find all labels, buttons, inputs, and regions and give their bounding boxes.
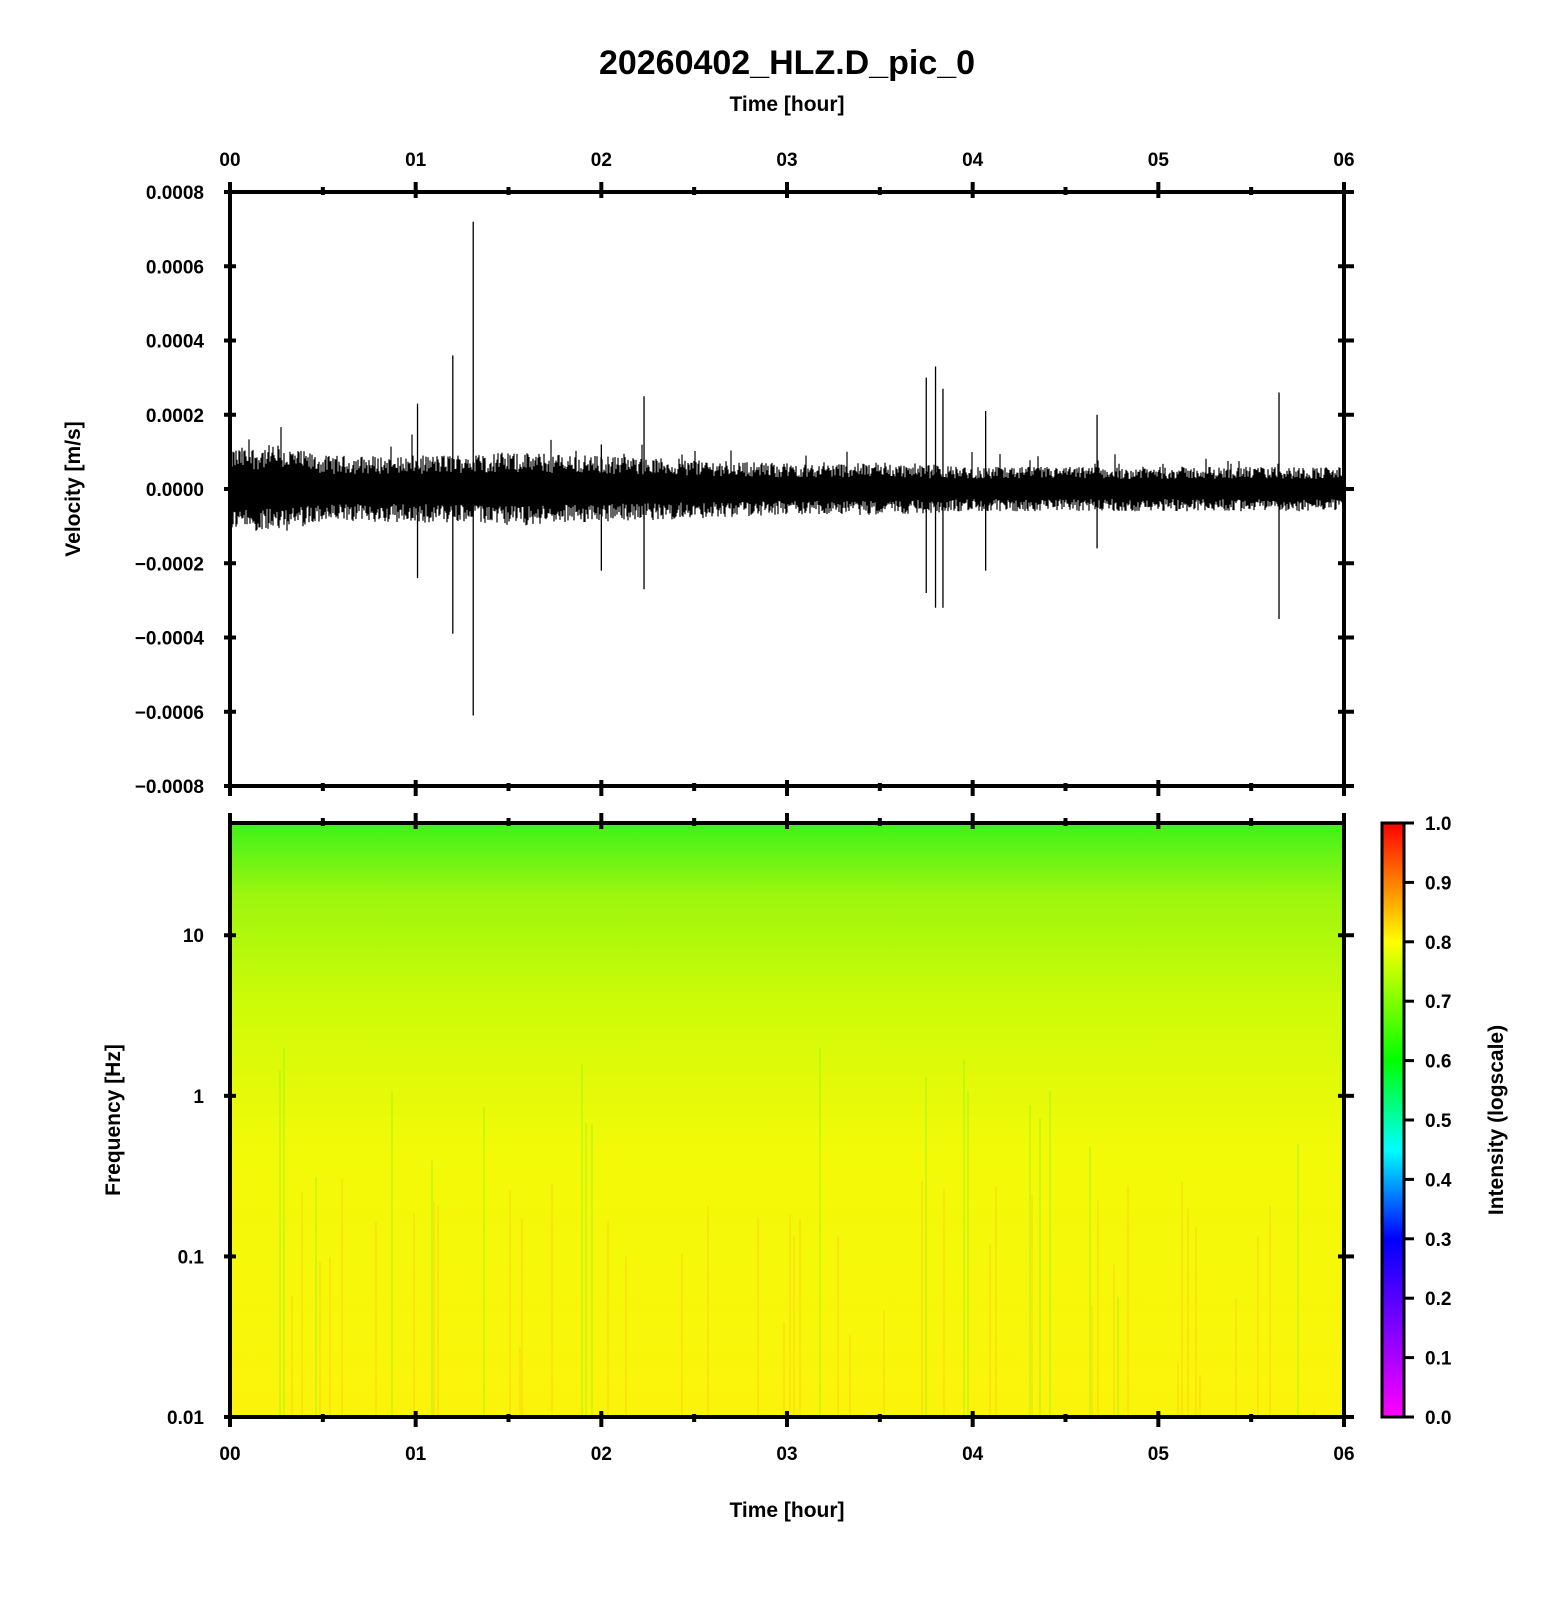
seismogram-trace bbox=[230, 221, 1344, 716]
top-x-tick-label: 03 bbox=[776, 150, 797, 171]
top-x-tick-label: 02 bbox=[591, 150, 612, 171]
spectrogram-heatmap bbox=[230, 823, 1344, 1417]
seismogram-y-tick-label: 0.0000 bbox=[146, 480, 204, 501]
colorbar-tick-label: 0.3 bbox=[1425, 1230, 1451, 1251]
chart-title: 20260402_HLZ.D_pic_0 bbox=[599, 44, 975, 82]
seismogram-y-tick-label: 0.0002 bbox=[146, 406, 204, 427]
spectrogram-y-tick-label: 10 bbox=[183, 926, 204, 947]
bottom-x-tick-label: 02 bbox=[591, 1444, 612, 1465]
seismogram-frame bbox=[228, 190, 1346, 788]
top-x-axis-label: Time [hour] bbox=[729, 93, 844, 116]
spectrogram-y-tick-label: 1 bbox=[193, 1087, 204, 1108]
seismogram-y-tick-label: −0.0008 bbox=[135, 777, 204, 798]
spectrogram-texture bbox=[279, 1047, 1315, 1417]
colorbar-tick-label: 0.5 bbox=[1425, 1111, 1452, 1132]
colorbar-tick-label: 0.0 bbox=[1425, 1408, 1451, 1429]
bottom-x-tick-label: 04 bbox=[962, 1444, 984, 1465]
colorbar bbox=[1380, 821, 1406, 1419]
seismogram-y-tick-label: −0.0006 bbox=[135, 703, 204, 724]
seismogram-y-tick-label: −0.0002 bbox=[135, 554, 204, 575]
bottom-x-tick-label: 05 bbox=[1148, 1444, 1170, 1465]
colorbar-label: Intensity (logscale) bbox=[1485, 1025, 1508, 1215]
bottom-x-axis-label: Time [hour] bbox=[729, 1499, 844, 1522]
seismogram-y-tick-label: 0.0004 bbox=[146, 332, 205, 353]
seismogram-background-noise bbox=[230, 427, 1344, 531]
seismogram-y-axis-label: Velocity [m/s] bbox=[62, 421, 85, 556]
bottom-x-tick-label: 00 bbox=[219, 1444, 240, 1465]
top-x-tick-label: 06 bbox=[1333, 150, 1354, 171]
spectrogram-y-tick-label: 0.01 bbox=[167, 1408, 204, 1429]
top-x-tick-label: 05 bbox=[1148, 150, 1170, 171]
bottom-x-tick-label: 06 bbox=[1333, 1444, 1354, 1465]
colorbar-tick-label: 0.7 bbox=[1425, 992, 1451, 1013]
top-x-tick-label: 01 bbox=[405, 150, 427, 171]
spectrogram-y-axis-label: Frequency [Hz] bbox=[102, 1044, 125, 1196]
colorbar-tick-label: 0.4 bbox=[1425, 1170, 1452, 1191]
colorbar-tick-label: 0.8 bbox=[1425, 933, 1451, 954]
colorbar-tick-label: 0.9 bbox=[1425, 873, 1451, 894]
spectrogram-frame bbox=[228, 821, 1346, 1419]
colorbar-tick-label: 1.0 bbox=[1425, 814, 1451, 835]
bottom-x-tick-label: 03 bbox=[776, 1444, 797, 1465]
spectrogram-y-tick-label: 0.1 bbox=[178, 1247, 205, 1268]
seismogram-y-tick-label: 0.0006 bbox=[146, 257, 204, 278]
bottom-x-tick-label: 01 bbox=[405, 1444, 427, 1465]
colorbar-tick-label: 0.1 bbox=[1425, 1349, 1452, 1370]
colorbar-axis: 0.0 0.1 0.2 0.3 0.4 0.5 0.6 0.7 0.8 0.9 1.0 bbox=[1404, 814, 1452, 1429]
colorbar-tick-label: 0.6 bbox=[1425, 1052, 1451, 1073]
colorbar-tick-label: 0.2 bbox=[1425, 1289, 1451, 1310]
seismogram-y-tick-label: 0.0008 bbox=[146, 183, 204, 204]
top-x-tick-label: 04 bbox=[962, 150, 984, 171]
seismogram-y-tick-label: −0.0004 bbox=[135, 629, 205, 650]
top-x-tick-label: 00 bbox=[219, 150, 240, 171]
